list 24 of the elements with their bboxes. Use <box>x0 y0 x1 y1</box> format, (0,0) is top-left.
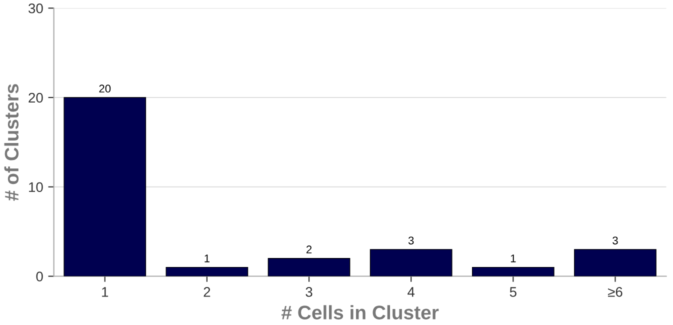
data-label: 3 <box>612 236 618 244</box>
bar <box>370 249 452 276</box>
data-label: 2 <box>306 246 312 254</box>
y-tick-label: 10 <box>29 182 43 192</box>
y-tick-label: 20 <box>28 92 43 103</box>
x-tick-label: 4 <box>408 287 415 297</box>
x-tick-label: 5 <box>510 287 516 297</box>
bar <box>472 266 554 276</box>
bar <box>166 266 248 276</box>
x-tick-label: 3 <box>306 287 312 297</box>
data-label: 3 <box>408 236 414 244</box>
data-label: 1 <box>204 254 210 262</box>
data-label: 1 <box>510 254 516 262</box>
data-label: 20 <box>99 84 111 93</box>
x-tick-label: 1 <box>102 287 108 297</box>
x-tick-label: 2 <box>204 287 210 297</box>
x-tick-label: ≥6 <box>608 287 622 297</box>
y-tick-label: 0 <box>36 272 43 282</box>
bar <box>64 97 146 276</box>
y-axis-title: # of Clusters <box>4 84 19 201</box>
x-axis-title: # Cells in Cluster <box>282 305 439 320</box>
y-tick-label: 30 <box>28 3 43 14</box>
bar <box>268 258 350 276</box>
bar <box>574 249 656 276</box>
